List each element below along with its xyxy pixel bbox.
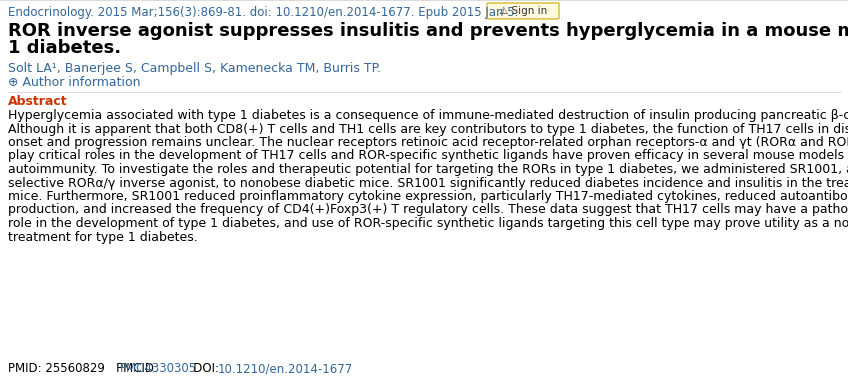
Text: Endocrinology. 2015 Mar;156(3):869-81. doi: 10.1210/en.2014-1677. Epub 2015 Jan : Endocrinology. 2015 Mar;156(3):869-81. d… <box>8 6 518 19</box>
Text: Although it is apparent that both CD8(+) T cells and TH1 cells are key contribut: Although it is apparent that both CD8(+)… <box>8 123 848 136</box>
Text: autoimmunity. To investigate the roles and therapeutic potential for targeting t: autoimmunity. To investigate the roles a… <box>8 163 848 176</box>
Text: PMC4330305: PMC4330305 <box>120 362 197 375</box>
Text: play critical roles in the development of TH17 cells and ROR-specific synthetic : play critical roles in the development o… <box>8 149 848 162</box>
Text: ⊕ Author information: ⊕ Author information <box>8 76 141 89</box>
Text: selective RORα/γ inverse agonist, to nonobese diabetic mice. SR1001 significantl: selective RORα/γ inverse agonist, to non… <box>8 176 848 189</box>
Text: PMID: 25560829   PMCID:: PMID: 25560829 PMCID: <box>8 362 162 375</box>
Text: 10.1210/en.2014-1677: 10.1210/en.2014-1677 <box>218 362 354 375</box>
Text: production, and increased the frequency of CD4(+)Foxp3(+) T regulatory cells. Th: production, and increased the frequency … <box>8 204 848 217</box>
Text: role in the development of type 1 diabetes, and use of ROR-specific synthetic li: role in the development of type 1 diabet… <box>8 217 848 230</box>
Text: Abstract: Abstract <box>8 95 68 108</box>
Text: Solt LA¹, Banerjee S, Campbell S, Kamenecka TM, Burris TP.: Solt LA¹, Banerjee S, Campbell S, Kamene… <box>8 62 381 75</box>
Text: ROR inverse agonist suppresses insulitis and prevents hyperglycemia in a mouse m: ROR inverse agonist suppresses insulitis… <box>8 22 848 40</box>
Text: 1 diabetes.: 1 diabetes. <box>8 39 121 57</box>
Text: mice. Furthermore, SR1001 reduced proinflammatory cytokine expression, particula: mice. Furthermore, SR1001 reduced proinf… <box>8 190 848 203</box>
Text: treatment for type 1 diabetes.: treatment for type 1 diabetes. <box>8 230 198 243</box>
Text: ⚠ Sign in: ⚠ Sign in <box>499 6 547 16</box>
Text: DOI:: DOI: <box>182 362 223 375</box>
Text: Hyperglycemia associated with type 1 diabetes is a consequence of immune-mediate: Hyperglycemia associated with type 1 dia… <box>8 109 848 122</box>
Text: onset and progression remains unclear. The nuclear receptors retinoic acid recep: onset and progression remains unclear. T… <box>8 136 848 149</box>
FancyBboxPatch shape <box>487 3 559 19</box>
